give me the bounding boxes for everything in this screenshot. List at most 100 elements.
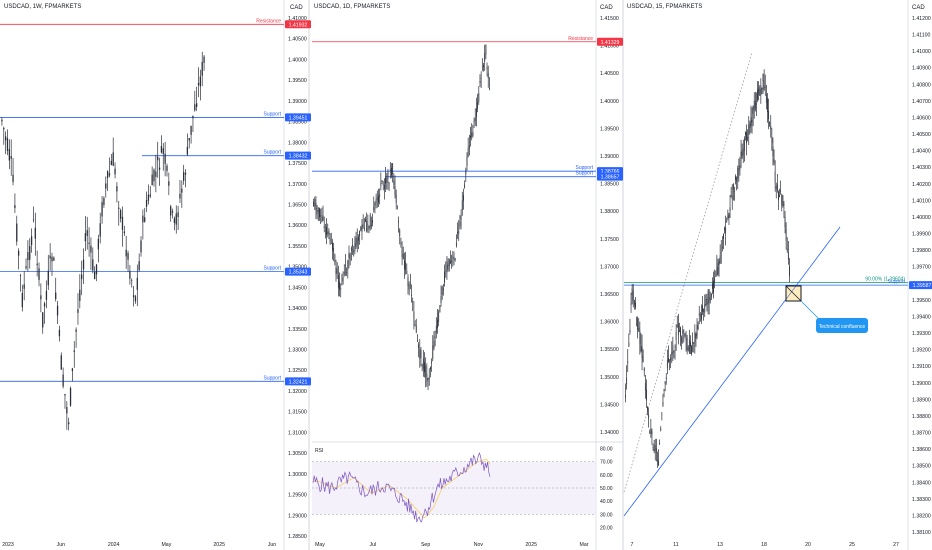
candle-body xyxy=(355,237,357,247)
candle-body xyxy=(45,290,48,300)
price-tick-label: 1.31500 xyxy=(288,410,307,416)
price-tick-label: 1.32000 xyxy=(288,389,307,395)
weekly-chart-title: USDCAD, 1W, FPMARKETS xyxy=(4,4,82,10)
candle-body xyxy=(374,202,376,207)
candle-body xyxy=(321,216,323,223)
candle-body xyxy=(745,132,746,135)
candle-body xyxy=(398,221,399,223)
candle-body xyxy=(445,270,447,272)
price-tick-label: 1.40600 xyxy=(912,115,931,121)
candle-body xyxy=(479,81,481,83)
m15-panel[interactable]: 1.38100 1.38200 1.38300 1.38400 1.38500 1.386… xyxy=(623,0,932,550)
callout-bubble xyxy=(816,318,868,333)
candle-body xyxy=(158,167,161,170)
candle-body xyxy=(454,258,456,260)
candle-body xyxy=(99,223,101,237)
price-tick-label: 1.40900 xyxy=(912,66,931,72)
candle-body xyxy=(668,358,669,362)
candle-body xyxy=(644,383,646,391)
candle-body xyxy=(484,52,486,62)
candle-body xyxy=(342,277,344,282)
candle-body xyxy=(703,308,705,312)
candle-body xyxy=(660,428,662,431)
confluence-box-diagonal xyxy=(785,285,802,302)
price-tick-label: 1.40500 xyxy=(912,132,931,138)
price-tick-label: 1.35000 xyxy=(600,375,619,381)
time-tick-label: 7 xyxy=(631,542,634,548)
candle-body xyxy=(68,422,70,425)
candle-body xyxy=(725,227,727,234)
candle-body xyxy=(789,266,790,277)
candle-body xyxy=(328,230,330,235)
price-tick-label: 1.38500 xyxy=(288,120,307,126)
price-tick-label: 1.36000 xyxy=(288,223,307,229)
candle-body xyxy=(693,342,695,345)
price-tick-label: 1.40400 xyxy=(912,149,931,155)
daily-panel[interactable]: 1.34000 1.34500 1.35000 1.35500 1.36000 1.365… xyxy=(312,0,624,550)
candle-body xyxy=(105,183,107,189)
price-tick-label: 1.34000 xyxy=(288,306,307,312)
candle-body xyxy=(190,125,192,135)
candle-body xyxy=(643,367,645,372)
candle-body xyxy=(401,247,403,258)
price-tick-label: 1.34500 xyxy=(288,285,307,291)
candle-body xyxy=(402,253,404,260)
time-tick-label: 27 xyxy=(893,542,899,548)
candle-body xyxy=(119,210,122,219)
price-tick-label: 1.39300 xyxy=(912,331,931,337)
candle-body xyxy=(481,66,483,68)
price-tick-label: 1.39000 xyxy=(912,381,931,387)
candle-body xyxy=(742,148,744,156)
candle-body xyxy=(642,356,644,362)
time-tick-label: Sep xyxy=(421,542,430,548)
candle-body xyxy=(17,250,20,256)
candle-body xyxy=(758,87,760,95)
candle-body xyxy=(382,184,384,185)
candle-body xyxy=(688,339,690,354)
candle-body xyxy=(740,151,742,157)
candle-body xyxy=(435,326,437,334)
candle-body xyxy=(785,228,787,241)
candle-body xyxy=(34,227,36,239)
candle-body xyxy=(60,355,62,370)
candle-body xyxy=(649,431,651,433)
candle-body xyxy=(387,171,389,179)
price-badge xyxy=(285,113,311,122)
time-tick-label: Jun xyxy=(57,542,65,548)
price-tick-label: 1.35500 xyxy=(288,244,307,250)
candle-body xyxy=(440,296,442,303)
candle-body xyxy=(427,378,429,380)
weekly-panel[interactable]: 1.28500 1.29000 1.29500 1.30000 1.30500 1.310… xyxy=(0,0,311,550)
candle-body xyxy=(203,56,205,63)
price-tick-label: 1.36500 xyxy=(600,292,619,298)
candle-body xyxy=(10,155,12,159)
price-tick-label: 1.38500 xyxy=(600,182,619,188)
candle-body xyxy=(727,215,729,219)
candle-body xyxy=(332,242,333,251)
candle-body xyxy=(716,267,718,275)
price-tick-label: 1.41000 xyxy=(288,16,307,22)
candle-body xyxy=(413,311,415,320)
candle-body xyxy=(473,121,475,123)
candle-body xyxy=(712,283,713,289)
candle-body xyxy=(181,188,183,193)
candle-body xyxy=(171,211,174,213)
candle-body xyxy=(16,223,18,242)
candle-body xyxy=(726,219,728,222)
price-tick-label: 1.41100 xyxy=(912,33,930,39)
candle-body xyxy=(460,215,462,220)
candle-body xyxy=(47,270,49,286)
candle-body xyxy=(709,296,711,301)
rsi-line xyxy=(312,451,491,523)
candle-body xyxy=(412,301,414,302)
time-tick-label: 2024 xyxy=(108,542,120,548)
candle-body xyxy=(370,224,372,226)
candle-body xyxy=(472,132,474,136)
candle-body xyxy=(720,252,722,254)
candle-body xyxy=(696,324,698,336)
candle-body xyxy=(38,268,40,280)
level-label: Support xyxy=(263,266,281,272)
candle-body xyxy=(77,309,79,313)
price-tick-label: 1.29000 xyxy=(288,513,307,519)
candle-body xyxy=(753,101,755,111)
